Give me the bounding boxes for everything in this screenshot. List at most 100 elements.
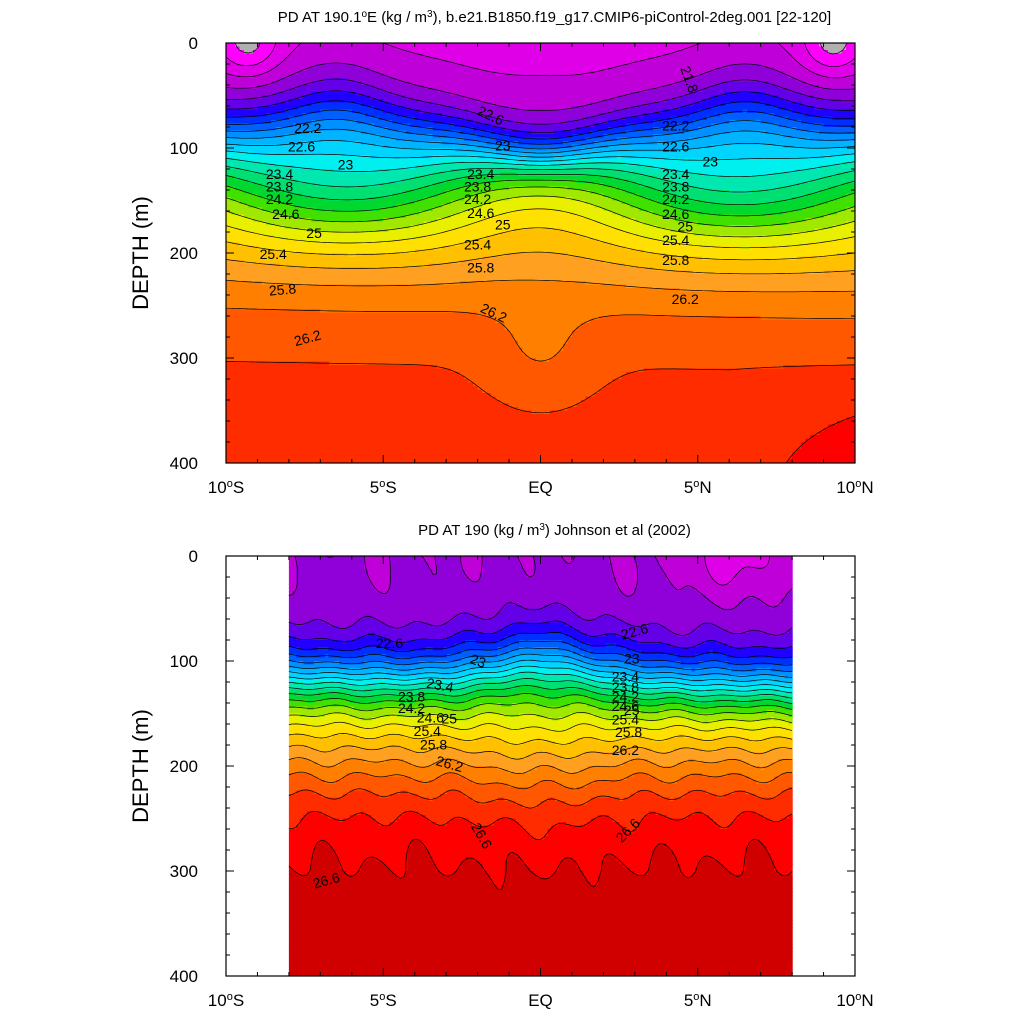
x-tick-label: 10oN xyxy=(836,991,873,1010)
contour-label: 23.8 xyxy=(612,679,639,695)
contour-line xyxy=(288,711,793,724)
contour-label: 24.2 xyxy=(464,191,491,207)
y-tick-label: 100 xyxy=(170,139,198,158)
contour-label: 23.4 xyxy=(612,669,639,685)
contour-label: 24.2 xyxy=(612,689,639,705)
contour-line xyxy=(226,251,855,275)
contour-line xyxy=(226,90,855,134)
contour-line xyxy=(226,361,855,414)
contour-label: 25.4 xyxy=(260,246,287,262)
y-tick-label: 300 xyxy=(170,349,198,368)
model-section-panel: PD AT 190.1oE (kg / m3), b.e21.B1850.f19… xyxy=(128,9,874,498)
contour-label: 23.8 xyxy=(266,179,293,195)
contour-label: 25.8 xyxy=(615,724,642,740)
contour-line xyxy=(704,556,771,586)
contour-line xyxy=(226,279,855,293)
contour-line xyxy=(288,702,793,717)
contour-line xyxy=(226,109,855,145)
contour-line xyxy=(288,685,793,704)
contour-line xyxy=(226,118,855,150)
contour-label: 25.8 xyxy=(420,737,447,753)
contour-label: 25.4 xyxy=(662,232,689,248)
contour-label: 22.6 xyxy=(288,139,315,155)
contour-label: 23.4 xyxy=(266,166,293,182)
y-axis-label: DEPTH (m) xyxy=(128,709,153,823)
contour-line xyxy=(226,78,855,125)
x-tick-label: 5oS xyxy=(370,991,397,1010)
x-tick-label: 10oS xyxy=(208,478,244,497)
contour-label: 25.8 xyxy=(662,252,689,268)
contour-fill xyxy=(226,43,855,463)
contour-label: 23.4 xyxy=(662,166,689,182)
contour-line xyxy=(226,100,855,140)
contour-line xyxy=(288,721,793,732)
contour-label: 24.6 xyxy=(272,206,299,222)
contour-line xyxy=(288,744,793,760)
contour-label: 25.4 xyxy=(414,723,441,739)
contour-line xyxy=(226,165,855,193)
contour-line xyxy=(226,157,855,178)
y-tick-label: 0 xyxy=(189,547,198,566)
contour-line xyxy=(288,671,793,694)
contour-line xyxy=(226,140,855,158)
contour-line xyxy=(288,771,793,790)
contour-line xyxy=(288,810,793,841)
y-tick-label: 200 xyxy=(170,757,198,776)
y-tick-label: 0 xyxy=(189,34,198,53)
contour-line xyxy=(288,733,793,745)
x-tick-label: EQ xyxy=(528,991,553,1010)
contour-line xyxy=(288,556,793,611)
contour-line xyxy=(226,307,855,362)
contour-line xyxy=(226,195,855,238)
y-tick-label: 100 xyxy=(170,652,198,671)
contour-line xyxy=(288,678,793,699)
contour-line xyxy=(226,128,855,154)
contour-label: 25.8 xyxy=(268,280,297,298)
contour-line xyxy=(226,173,855,206)
contour-label: 25 xyxy=(442,711,458,727)
contour-label: 22.6 xyxy=(619,620,650,643)
x-tick-label: 5oN xyxy=(684,991,712,1010)
contour-label: 24.6 xyxy=(417,710,444,726)
contour-label: 24.2 xyxy=(662,191,689,207)
contour-line xyxy=(288,659,793,683)
contour-line xyxy=(288,788,793,809)
contour-line xyxy=(288,620,793,650)
contour-line xyxy=(226,150,855,162)
contour-line xyxy=(226,43,855,79)
contour-label: 23 xyxy=(468,651,488,671)
chart-title: PD AT 190.1oE (kg / m3), b.e21.B1850.f19… xyxy=(278,9,831,27)
contour-label: 23 xyxy=(624,651,640,667)
contour-label: 26.2 xyxy=(292,327,323,350)
contour-label: 23.8 xyxy=(464,179,491,195)
contour-line xyxy=(288,647,793,672)
contour-line xyxy=(288,632,793,659)
contour-line xyxy=(288,665,793,689)
x-tick-label: 5oS xyxy=(370,478,397,497)
contour-label: 22.6 xyxy=(376,635,403,651)
contour-label: 24.6 xyxy=(612,698,639,714)
contour-line xyxy=(226,208,855,249)
tick-marks xyxy=(225,555,856,977)
contour-label: 26.2 xyxy=(612,742,639,758)
contour-label: 25.8 xyxy=(467,260,494,276)
contour-label: 25 xyxy=(624,702,640,718)
contour-line xyxy=(288,757,793,774)
y-axis-label: DEPTH (m) xyxy=(128,196,153,310)
contour-label: 26.6 xyxy=(311,869,342,892)
contour-line xyxy=(226,62,855,111)
contour-label: 24.2 xyxy=(266,191,293,207)
contour-label: 25 xyxy=(677,219,693,235)
contour-label: 23.4 xyxy=(425,675,455,696)
contour-line xyxy=(234,43,847,55)
x-tick-label: EQ xyxy=(528,478,553,497)
x-tick-label: 10oN xyxy=(836,478,873,497)
contour-label: 23 xyxy=(338,157,354,173)
contour-label: 23 xyxy=(495,138,511,154)
y-tick-label: 300 xyxy=(170,862,198,881)
y-tick-label: 400 xyxy=(170,454,198,473)
contour-line xyxy=(288,602,793,636)
contour-label: 26.2 xyxy=(672,291,699,307)
contour-label: 26.2 xyxy=(434,752,465,775)
